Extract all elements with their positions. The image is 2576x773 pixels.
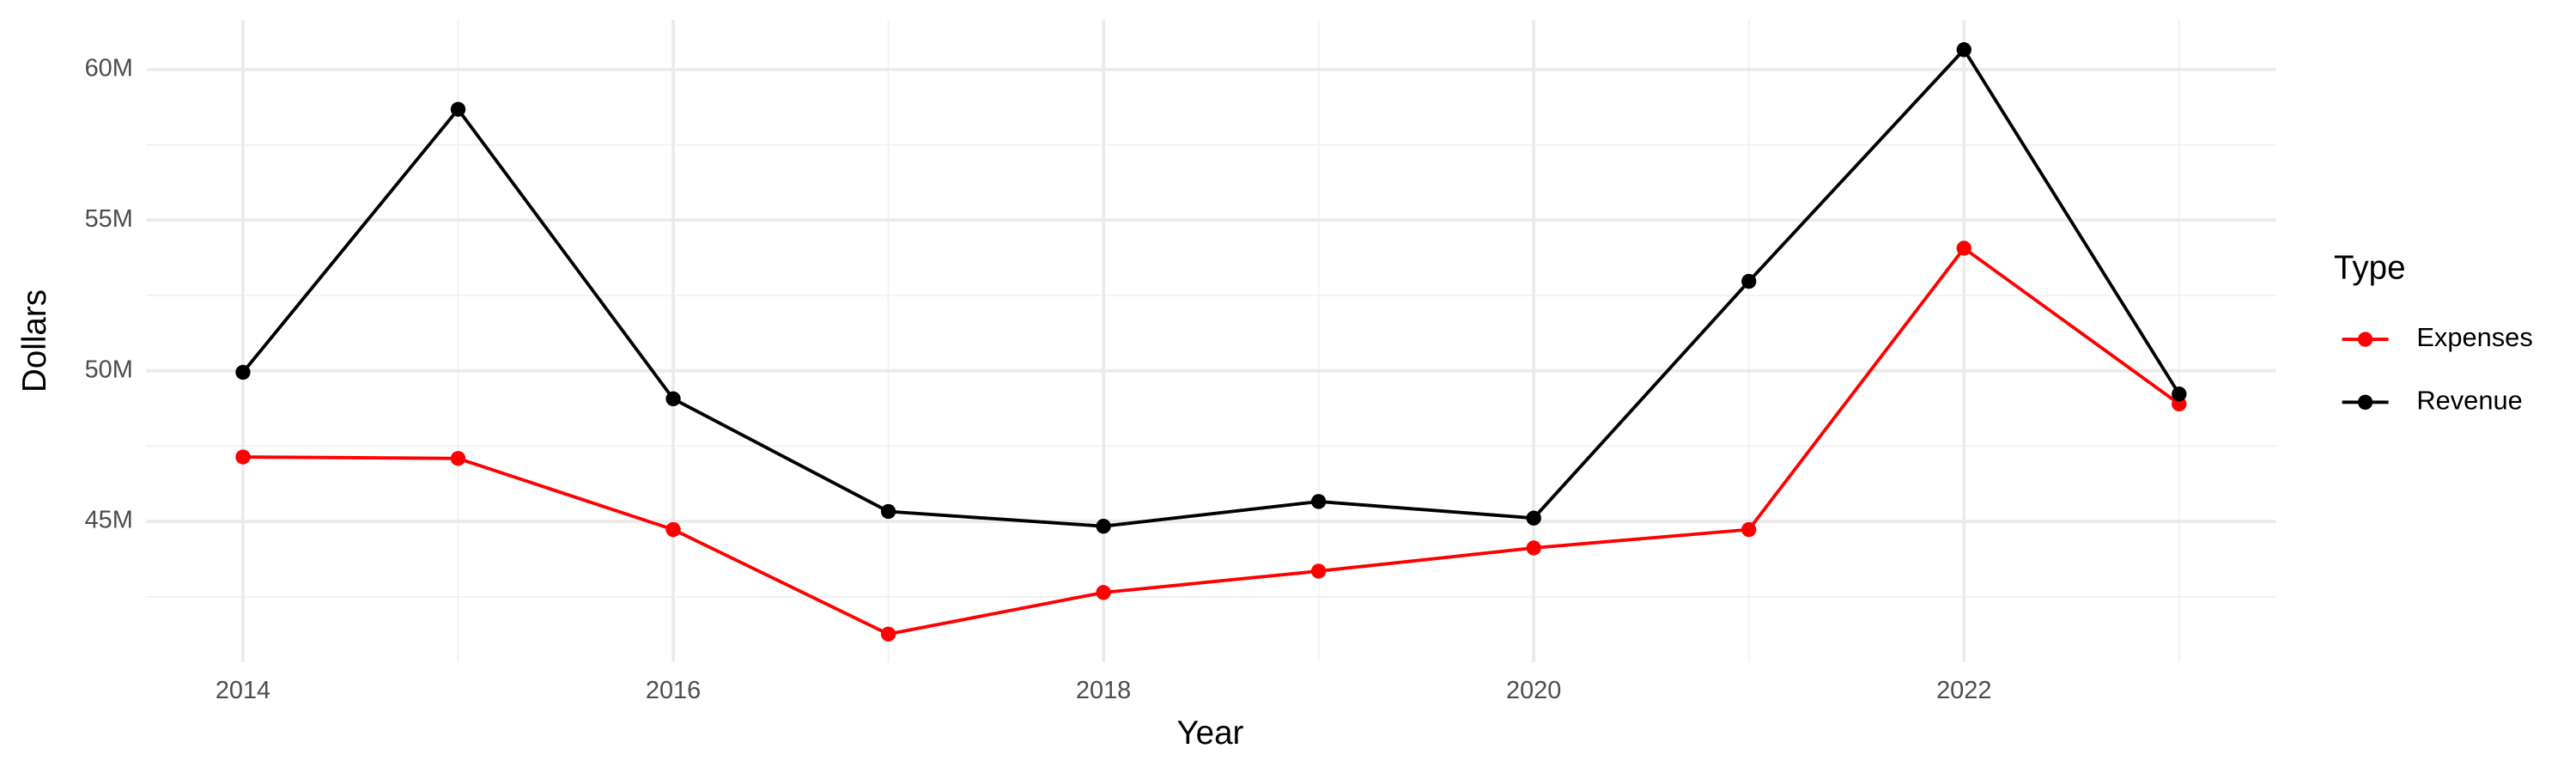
data-point [1096,585,1111,600]
data-point [665,521,681,538]
y-tick-label: 55M [85,205,133,233]
y-tick-label: 60M [85,55,133,82]
x-tick-label: 2018 [1076,677,1131,704]
legend-title: Type [2334,249,2406,286]
data-point [450,101,466,117]
data-point [235,364,251,380]
legend-marker [2357,332,2373,347]
legend-label: Revenue [2416,385,2522,415]
x-tick-label: 2016 [646,677,701,704]
y-tick-label: 45M [85,507,133,534]
y-axis-title: Dollars [16,289,53,393]
legend-marker [2357,394,2373,410]
x-axis-title: Year [1176,715,1243,752]
data-point [1526,540,1541,556]
legend-label: Expenses [2416,322,2532,352]
data-point [1741,521,1757,538]
data-point [880,503,896,520]
data-point [1956,42,1971,58]
data-point [2172,386,2187,402]
x-tick-label: 2014 [216,677,270,704]
data-point [665,391,681,407]
data-point [1526,510,1541,526]
data-point [235,449,251,465]
data-point [1310,494,1327,509]
series-line [241,46,2181,528]
series-line [242,246,2180,636]
x-tick-label: 2020 [1506,677,1561,704]
y-tick-label: 50M [85,356,133,383]
x-tick-label: 2022 [1936,677,1991,704]
data-point [1956,240,1971,256]
data-point [1096,519,1111,534]
data-point [450,451,466,466]
data-point [1310,563,1327,579]
data-point [1741,273,1757,289]
data-point [880,626,896,642]
